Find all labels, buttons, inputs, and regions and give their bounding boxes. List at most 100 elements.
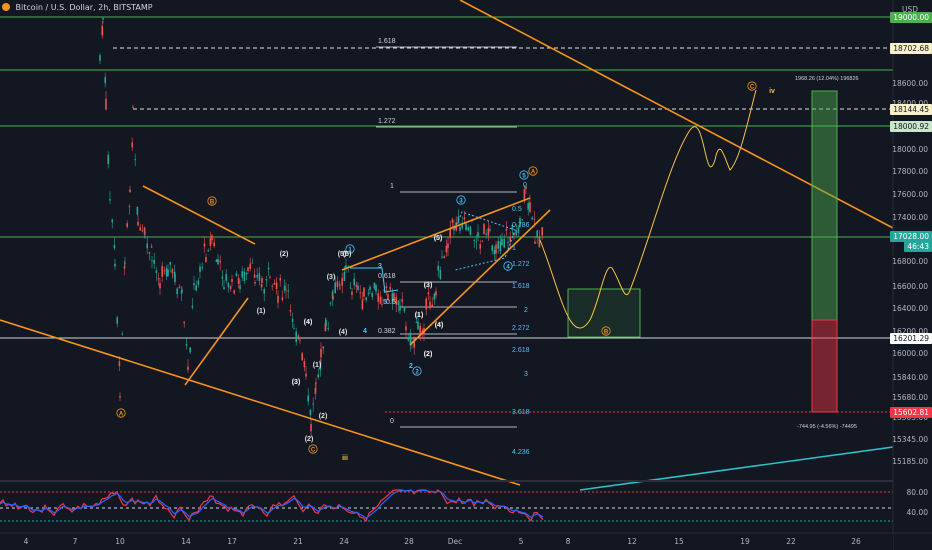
wave-label-1: 1 xyxy=(348,247,352,253)
tag-countdown: 46:43 xyxy=(904,241,932,252)
time-tick: Dec xyxy=(447,537,463,546)
candlestick-series xyxy=(99,17,543,439)
position-target-zone[interactable] xyxy=(811,90,838,321)
fib-ext-4236: 4.236 xyxy=(512,449,530,456)
wave-label-2: 2 xyxy=(415,369,419,375)
price-tick: 16400.00 xyxy=(892,304,928,313)
wave-label-minor: (5) xyxy=(434,235,443,242)
price-tick: 15185.00 xyxy=(892,457,928,466)
wave-label-minor: (2) xyxy=(424,351,433,358)
trendline-wedge-top[interactable] xyxy=(341,197,531,271)
wave-label-3: 3 xyxy=(459,198,463,204)
wave-label-b: B xyxy=(210,199,215,205)
tag-19000[interactable]: 19000.00 xyxy=(890,12,932,23)
projection-path[interactable] xyxy=(539,89,757,329)
oscillator-blue-line xyxy=(0,489,544,519)
symbol-header[interactable]: Bitcoin / U.S. Dollar, 2h, BITSTAMP xyxy=(2,3,153,12)
time-tick: 15 xyxy=(674,537,684,546)
price-tick: 15345.00 xyxy=(892,435,928,444)
fib-ext-1272: 1.272 xyxy=(512,261,530,268)
wave-label-minor: (2) xyxy=(280,251,289,258)
fib-label-0: 0 xyxy=(390,418,394,425)
wave-label-b2: B xyxy=(604,329,609,335)
wave-label-1-circle xyxy=(345,244,355,254)
time-tick: 14 xyxy=(181,537,191,546)
fib-label-0382: 0.382 xyxy=(378,328,396,335)
wave-label-minor: (5) xyxy=(343,251,352,258)
tag-current-price[interactable]: 17028.00 xyxy=(890,231,932,242)
price-tick: 15840.00 xyxy=(892,373,928,382)
osc-tick-40: 40.00 xyxy=(906,508,928,517)
price-axis-panel[interactable] xyxy=(893,0,932,550)
fib-label-1272: 1.272 xyxy=(378,118,396,125)
price-tick: 15680.00 xyxy=(892,393,928,402)
wave-label-minor: (1) xyxy=(415,312,424,319)
time-tick: 19 xyxy=(740,537,750,546)
fib-ext-3618: 3.618 xyxy=(512,409,530,416)
fib-right-0786: 0.786 xyxy=(512,222,530,229)
tag-15602[interactable]: 15602.81 xyxy=(890,407,932,418)
trendline-triangle-top[interactable] xyxy=(142,185,256,245)
price-tick: 18600.00 xyxy=(892,79,928,88)
time-axis-panel[interactable] xyxy=(0,533,893,550)
position-target-label: 1968.26 (12.04%) 196826 xyxy=(795,76,859,82)
time-tick: 5 xyxy=(518,537,524,546)
trendline-upper-channel[interactable] xyxy=(459,0,894,229)
teal-trendline[interactable] xyxy=(579,446,894,491)
time-tick: 24 xyxy=(339,537,349,546)
wave-label-minor: (2) xyxy=(305,436,314,443)
position-stop-zone[interactable] xyxy=(811,319,838,413)
time-tick: 28 xyxy=(404,537,414,546)
wave-label-minor: (3) xyxy=(424,282,433,289)
trendline-wedge-bottom[interactable] xyxy=(409,209,551,346)
bitcoin-icon xyxy=(2,3,10,11)
wave-label-minor: (5) xyxy=(338,251,347,258)
wave-label-2-circle xyxy=(412,366,422,376)
fib-ext-2: 2 xyxy=(524,307,528,314)
fib-ext-1618: 1.618 xyxy=(512,283,530,290)
wave-label-blue-5: 5 xyxy=(383,299,387,306)
fib-ext-2618: 2.618 xyxy=(512,347,530,354)
tag-18144[interactable]: 18144.45 xyxy=(890,104,932,115)
wave-label-5: 5 xyxy=(522,173,526,179)
wave-b-target-zone[interactable] xyxy=(567,288,641,338)
price-tick: 18400.00 xyxy=(892,99,928,108)
wave-label-minor: (2) xyxy=(424,351,433,358)
wave-label-minor: (5) xyxy=(434,235,443,242)
trendline-triangle-bottom[interactable] xyxy=(184,297,249,386)
fib-right-1: 1 xyxy=(512,245,516,252)
tag-18000[interactable]: 18000.92 xyxy=(890,121,932,132)
trendline-lower-channel[interactable] xyxy=(0,319,521,486)
tag-18702[interactable]: 18702.68 xyxy=(890,43,932,54)
wave-label-a2: A xyxy=(531,169,536,175)
wave-label-4: 4 xyxy=(506,264,510,270)
tag-16201[interactable]: 16201.29 xyxy=(890,333,932,344)
wave-label-b-circle xyxy=(207,196,217,206)
osc-tick-80: 80.00 xyxy=(906,488,928,497)
wave-label-a-circle xyxy=(116,408,126,418)
wave-label-minor: (3) xyxy=(424,282,433,289)
wave-label-c-circle xyxy=(308,444,318,454)
wave-label-minor: (4) xyxy=(304,319,313,326)
fib-label-1: 1 xyxy=(390,183,394,190)
price-tick: 17800.00 xyxy=(892,167,928,176)
time-tick: 12 xyxy=(627,537,637,546)
wave-label-minor: (1) xyxy=(415,312,424,319)
time-tick: 17 xyxy=(227,537,237,546)
fib-right-05: 0.5 xyxy=(512,206,522,213)
wave-label-4-circle xyxy=(503,261,513,271)
fib-label-05: 0.5 xyxy=(386,299,396,306)
time-tick: 21 xyxy=(293,537,303,546)
wave-label-minor: (4) xyxy=(435,322,444,329)
fib-ext-3: 3 xyxy=(524,371,528,378)
time-tick: 8 xyxy=(565,537,571,546)
blue-minor-path xyxy=(350,267,399,293)
wave-label-iii: iii xyxy=(342,455,348,462)
wave-label-minor: (4) xyxy=(435,322,444,329)
wave-label-blue-4: 4 xyxy=(363,328,367,335)
wave-label-minor: (1) xyxy=(257,308,266,315)
wave-label-c2-circle xyxy=(747,81,757,91)
wave-label-5-circle xyxy=(519,170,529,180)
